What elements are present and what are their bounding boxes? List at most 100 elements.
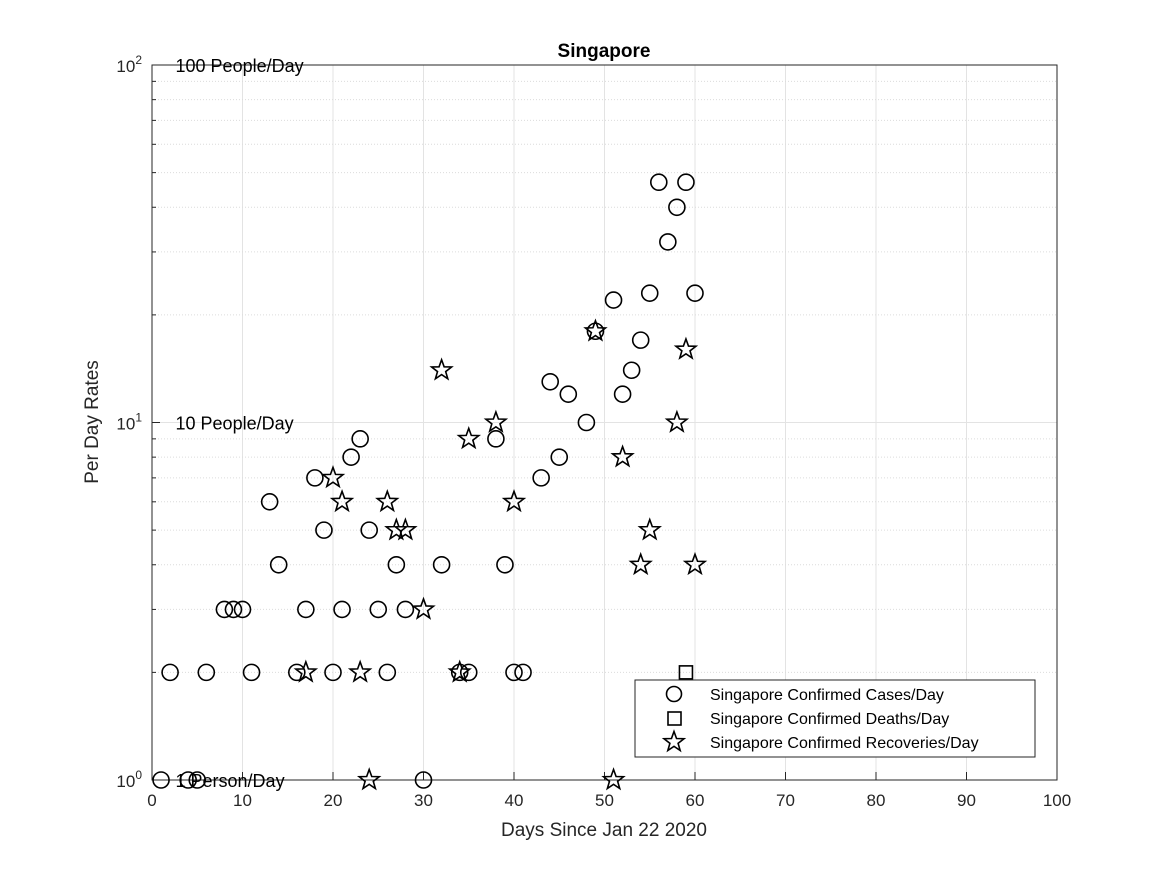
annotation-label: 100 People/Day — [176, 56, 304, 76]
recoveries-marker — [293, 659, 319, 683]
legend-label-recoveries: Singapore Confirmed Recoveries/Day — [710, 735, 979, 752]
x-tick-label: 80 — [867, 791, 886, 810]
cases-marker — [161, 663, 179, 682]
recoveries-marker — [320, 465, 346, 489]
x-tick-label: 10 — [233, 791, 252, 810]
cases-marker — [351, 430, 369, 448]
cases-marker — [613, 385, 632, 403]
recoveries-marker — [483, 409, 509, 433]
cases-marker — [324, 663, 342, 682]
y-tick-label: 100 — [116, 768, 142, 791]
y-axis-title: Per Day Rates — [82, 360, 103, 484]
recoveries-marker — [384, 517, 409, 541]
cases-marker — [586, 322, 605, 341]
x-tick-label: 90 — [957, 791, 976, 810]
cases-marker — [496, 555, 514, 574]
recoveries-marker — [637, 517, 662, 541]
legend-circle-marker — [665, 685, 683, 703]
grid-lines — [152, 65, 1057, 780]
recoveries-marker — [411, 596, 436, 620]
cases-marker — [505, 663, 523, 682]
cases-marker — [242, 663, 261, 682]
x-tick-label: 100 — [1043, 791, 1071, 810]
cases-marker — [179, 771, 197, 789]
cases-marker — [414, 771, 433, 789]
deaths-marker — [678, 665, 694, 680]
cases-marker — [315, 521, 333, 539]
recoveries-marker — [347, 659, 373, 683]
x-tick-label: 70 — [776, 791, 795, 810]
cases-marker — [668, 198, 686, 217]
cases-marker — [260, 493, 279, 511]
legend-label-cases: Singapore Confirmed Cases/Day — [710, 687, 944, 704]
recoveries-marker — [329, 488, 355, 513]
cases-marker — [550, 448, 569, 466]
cases-marker — [188, 771, 207, 789]
cases-marker — [224, 600, 243, 619]
cases-marker — [360, 521, 379, 539]
cases-marker — [369, 600, 388, 619]
x-tick-label: 30 — [414, 791, 433, 810]
cases-marker — [450, 663, 469, 682]
recoveries-marker — [610, 444, 635, 468]
x-tick-label: 0 — [147, 791, 156, 810]
recoveries-marker — [673, 336, 699, 360]
legend-star-marker — [661, 729, 687, 753]
cases-marker — [269, 555, 288, 574]
cases-marker — [559, 385, 578, 403]
cases-marker — [333, 600, 351, 619]
cases-marker — [659, 233, 677, 251]
cases-marker — [532, 469, 550, 487]
cases-marker — [387, 555, 406, 574]
y-tick-label: 101 — [116, 411, 142, 434]
annotation-label: 10 People/Day — [176, 414, 294, 434]
cases-marker — [677, 173, 695, 192]
x-tick-label: 20 — [324, 791, 343, 810]
cases-marker — [297, 600, 315, 619]
cases-marker — [514, 663, 532, 682]
recoveries-marker — [356, 767, 382, 791]
recoveries-marker — [628, 551, 653, 576]
cases-marker — [378, 663, 397, 682]
cases-marker — [459, 663, 478, 682]
recoveries-marker — [393, 517, 418, 541]
cases-marker — [396, 600, 415, 619]
cases-marker — [640, 284, 659, 302]
cases-marker — [152, 771, 170, 789]
recoveries-marker — [375, 488, 400, 513]
cases-marker — [233, 600, 252, 619]
cases-marker — [622, 361, 641, 380]
recoveries-marker — [501, 488, 527, 513]
chart-title: Singapore — [558, 41, 651, 62]
cases-marker — [604, 291, 623, 309]
recoveries-marker — [456, 426, 481, 450]
legend: Singapore Confirmed Cases/Day Singapore … — [634, 679, 1036, 758]
legend-box — [634, 679, 1036, 758]
cases-marker — [432, 555, 451, 574]
cases-marker — [577, 413, 596, 432]
cases-marker — [631, 331, 650, 349]
cases-marker — [487, 430, 505, 448]
cases-marker — [649, 173, 668, 192]
cases-marker — [342, 448, 360, 466]
cases-marker — [686, 284, 704, 302]
recoveries-marker — [601, 767, 626, 791]
recoveries-marker — [447, 659, 472, 683]
x-tick-label: 60 — [686, 791, 705, 810]
x-tick-label: 50 — [595, 791, 614, 810]
recoveries-marker — [583, 318, 608, 342]
cases-marker — [287, 663, 306, 682]
cases-marker — [541, 372, 560, 391]
data-marks — [152, 173, 708, 791]
recoveries-marker — [664, 409, 690, 433]
recoveries-marker — [682, 551, 708, 576]
x-axis-title: Days Since Jan 22 2020 — [501, 820, 707, 841]
cases-marker — [215, 600, 234, 619]
y-tick-label: 102 — [116, 53, 142, 76]
legend-square-marker — [667, 711, 682, 726]
axis-ticks: 0 10 20 30 40 50 60 70 80 90 100 100 101 102 — [116, 53, 1071, 810]
x-tick-label: 40 — [505, 791, 524, 810]
recoveries-marker — [429, 357, 454, 381]
cases-marker — [197, 663, 216, 682]
